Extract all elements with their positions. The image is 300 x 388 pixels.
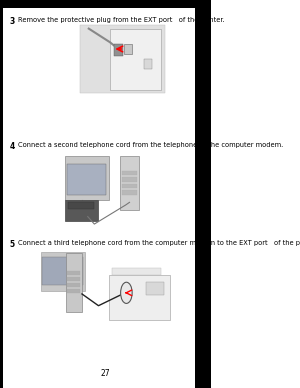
FancyBboxPatch shape [110, 29, 160, 90]
FancyBboxPatch shape [112, 268, 161, 275]
Text: Remove the protective plug from the EXT port   of the printer.: Remove the protective plug from the EXT … [17, 17, 224, 23]
FancyBboxPatch shape [65, 156, 109, 200]
FancyBboxPatch shape [122, 184, 137, 188]
FancyBboxPatch shape [42, 257, 83, 286]
FancyBboxPatch shape [41, 252, 85, 291]
Text: 4: 4 [10, 142, 20, 151]
Text: Connect a second telephone cord from the telephone to the computer modem.: Connect a second telephone cord from the… [17, 142, 283, 147]
FancyBboxPatch shape [122, 171, 137, 175]
FancyBboxPatch shape [122, 177, 137, 182]
FancyBboxPatch shape [0, 0, 211, 8]
FancyBboxPatch shape [80, 25, 165, 93]
FancyBboxPatch shape [120, 156, 140, 210]
FancyBboxPatch shape [67, 283, 80, 287]
FancyBboxPatch shape [146, 282, 164, 295]
FancyBboxPatch shape [122, 191, 137, 195]
FancyBboxPatch shape [65, 200, 98, 221]
FancyBboxPatch shape [114, 43, 123, 56]
FancyBboxPatch shape [124, 43, 132, 54]
Circle shape [121, 282, 132, 303]
FancyBboxPatch shape [67, 277, 80, 281]
FancyBboxPatch shape [65, 253, 82, 312]
FancyBboxPatch shape [68, 203, 94, 210]
Text: 27: 27 [101, 369, 110, 378]
FancyBboxPatch shape [196, 0, 211, 388]
FancyBboxPatch shape [67, 271, 80, 275]
Text: Connect a third telephone cord from the computer modem to the EXT port   of the : Connect a third telephone cord from the … [17, 240, 300, 246]
Text: 3: 3 [10, 17, 20, 26]
FancyBboxPatch shape [67, 164, 106, 195]
FancyBboxPatch shape [110, 275, 170, 320]
FancyBboxPatch shape [144, 59, 152, 69]
FancyBboxPatch shape [0, 0, 2, 388]
Text: 5: 5 [10, 240, 20, 249]
FancyBboxPatch shape [67, 289, 80, 293]
